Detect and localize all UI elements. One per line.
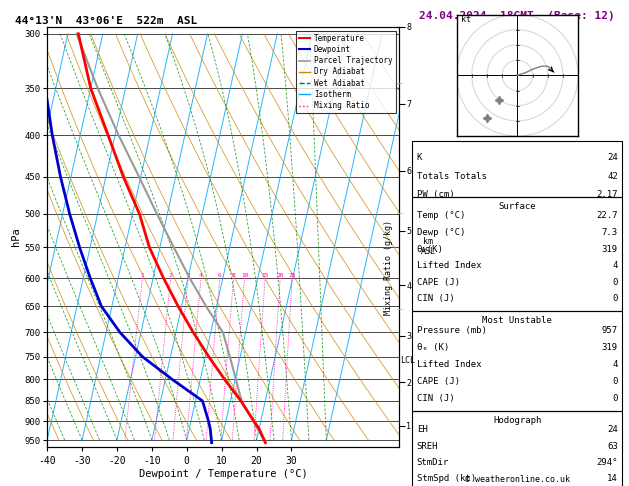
Text: 10: 10 xyxy=(241,273,248,278)
Text: θₑ (K): θₑ (K) xyxy=(417,343,449,352)
Text: 24: 24 xyxy=(607,153,618,162)
Text: 957: 957 xyxy=(602,326,618,335)
Text: LCL: LCL xyxy=(400,356,415,364)
Text: 0: 0 xyxy=(613,394,618,403)
Text: 44°13'N  43°06'E  522m  ASL: 44°13'N 43°06'E 522m ASL xyxy=(16,16,198,26)
Legend: Temperature, Dewpoint, Parcel Trajectory, Dry Adiabat, Wet Adiabat, Isotherm, Mi: Temperature, Dewpoint, Parcel Trajectory… xyxy=(296,31,396,113)
X-axis label: Dewpoint / Temperature (°C): Dewpoint / Temperature (°C) xyxy=(139,469,308,479)
Text: SREH: SREH xyxy=(417,442,438,451)
Text: 22.7: 22.7 xyxy=(596,211,618,221)
Text: StmDir: StmDir xyxy=(417,458,449,467)
Text: Totals Totals: Totals Totals xyxy=(417,172,487,181)
Text: 0: 0 xyxy=(613,278,618,287)
Text: 1: 1 xyxy=(140,273,144,278)
Text: K: K xyxy=(417,153,422,162)
Text: Pressure (mb): Pressure (mb) xyxy=(417,326,487,335)
Text: CIN (J): CIN (J) xyxy=(417,394,455,403)
Text: 0: 0 xyxy=(613,295,618,303)
Text: 14: 14 xyxy=(607,474,618,484)
Text: EH: EH xyxy=(417,425,428,434)
Text: Most Unstable: Most Unstable xyxy=(482,316,552,325)
Text: 24.04.2024  18GMT  (Base: 12): 24.04.2024 18GMT (Base: 12) xyxy=(420,11,615,21)
Text: PW (cm): PW (cm) xyxy=(417,191,455,199)
Text: 2.17: 2.17 xyxy=(596,191,618,199)
Y-axis label: hPa: hPa xyxy=(11,227,21,246)
Text: Surface: Surface xyxy=(499,202,536,211)
Text: 7.3: 7.3 xyxy=(602,228,618,237)
Text: 4: 4 xyxy=(613,261,618,270)
Text: —: — xyxy=(397,208,403,218)
Text: © weatheronline.co.uk: © weatheronline.co.uk xyxy=(465,474,570,484)
Text: 63: 63 xyxy=(607,442,618,451)
Text: Mixing Ratio (g/kg): Mixing Ratio (g/kg) xyxy=(384,220,392,315)
Text: 2: 2 xyxy=(169,273,172,278)
Text: 4: 4 xyxy=(199,273,203,278)
Text: 3: 3 xyxy=(186,273,190,278)
Text: —: — xyxy=(397,304,403,314)
Text: 8: 8 xyxy=(231,273,235,278)
Text: 294°: 294° xyxy=(596,458,618,467)
Text: 20: 20 xyxy=(277,273,284,278)
Text: CAPE (J): CAPE (J) xyxy=(417,278,460,287)
Y-axis label: km
ASL: km ASL xyxy=(421,237,435,256)
Text: CIN (J): CIN (J) xyxy=(417,295,455,303)
Text: Temp (°C): Temp (°C) xyxy=(417,211,465,221)
Text: Lifted Index: Lifted Index xyxy=(417,261,481,270)
Text: 319: 319 xyxy=(602,244,618,254)
Text: 4: 4 xyxy=(613,360,618,369)
Text: Hodograph: Hodograph xyxy=(493,416,542,425)
Text: 319: 319 xyxy=(602,343,618,352)
Text: CAPE (J): CAPE (J) xyxy=(417,377,460,386)
Text: θₑ(K): θₑ(K) xyxy=(417,244,443,254)
Text: Lifted Index: Lifted Index xyxy=(417,360,481,369)
Text: Dewp (°C): Dewp (°C) xyxy=(417,228,465,237)
Text: 24: 24 xyxy=(607,425,618,434)
Text: 15: 15 xyxy=(262,273,269,278)
Text: 42: 42 xyxy=(607,172,618,181)
Text: —: — xyxy=(397,78,403,88)
Text: 6: 6 xyxy=(218,273,221,278)
Text: 0: 0 xyxy=(613,377,618,386)
Text: StmSpd (kt): StmSpd (kt) xyxy=(417,474,476,484)
Text: 25: 25 xyxy=(289,273,296,278)
